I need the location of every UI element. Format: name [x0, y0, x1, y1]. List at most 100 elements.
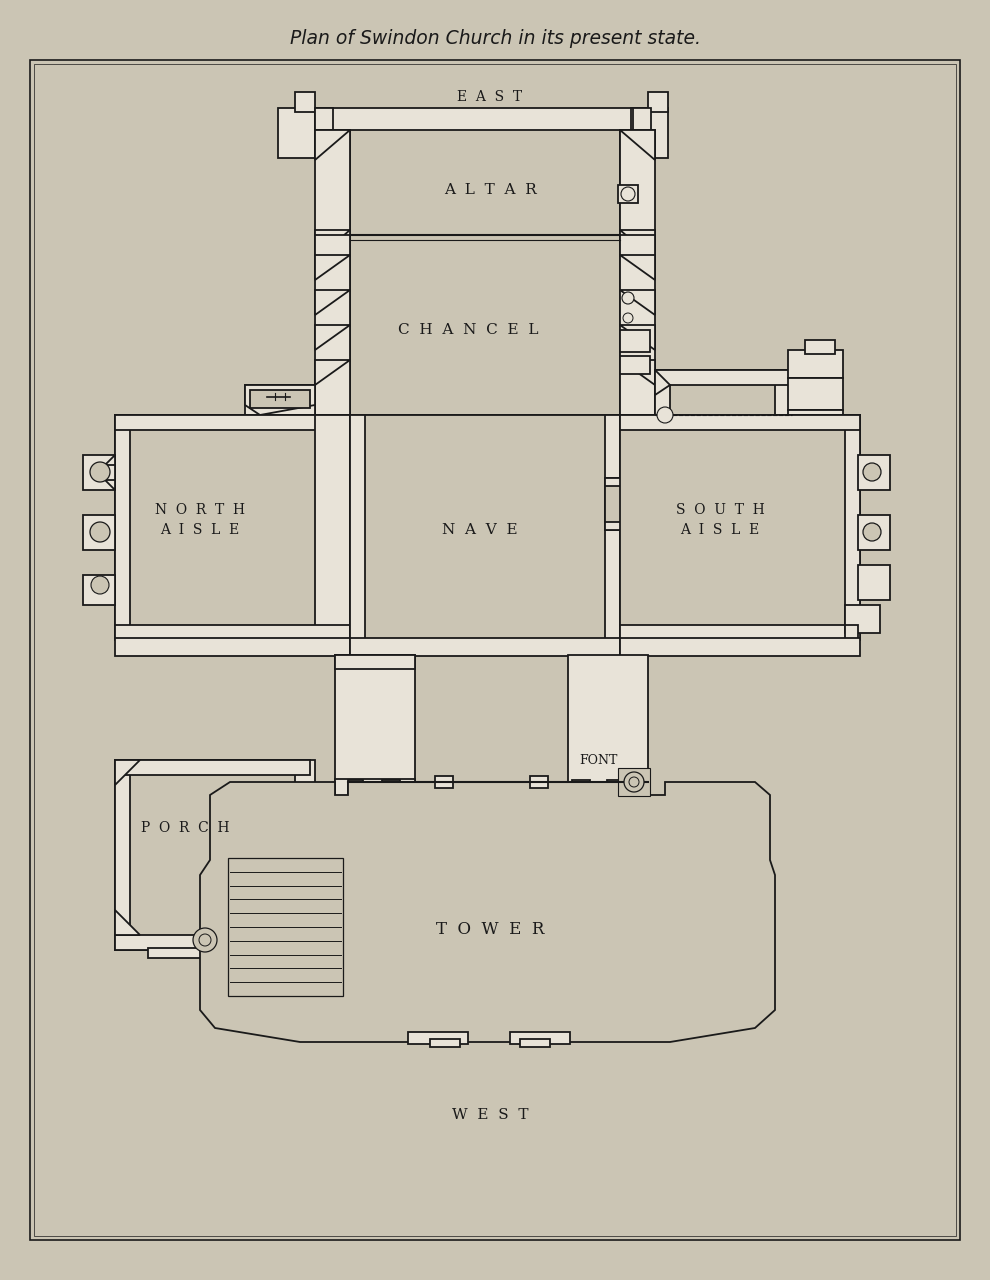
Polygon shape — [315, 230, 350, 260]
Bar — [607, 780, 619, 815]
Bar — [648, 92, 668, 111]
Polygon shape — [115, 910, 140, 934]
Text: P  O  R  C  H: P O R C H — [141, 820, 230, 835]
Bar — [148, 948, 203, 957]
Bar — [572, 780, 590, 815]
Bar — [845, 415, 860, 640]
Bar — [115, 934, 310, 950]
Bar — [633, 108, 651, 136]
Bar — [635, 477, 640, 530]
Bar — [520, 1039, 550, 1047]
Bar — [348, 780, 363, 815]
Polygon shape — [845, 625, 858, 640]
Bar — [605, 522, 640, 530]
Text: E  A  S  T: E A S T — [457, 90, 523, 104]
Bar — [115, 625, 350, 640]
Bar — [295, 92, 315, 111]
Bar — [115, 415, 350, 430]
Bar — [655, 370, 790, 385]
Circle shape — [90, 462, 110, 483]
Bar — [350, 131, 620, 250]
Bar — [655, 454, 790, 470]
Bar — [382, 780, 400, 815]
Bar — [775, 370, 790, 470]
Bar — [805, 340, 835, 355]
Polygon shape — [655, 370, 670, 396]
Bar — [315, 108, 333, 136]
Bar — [115, 760, 310, 950]
Bar — [350, 236, 620, 415]
Bar — [620, 236, 655, 415]
Bar — [620, 637, 860, 655]
Bar — [858, 454, 890, 490]
Polygon shape — [115, 760, 140, 785]
Text: C  H  A  N  C  E  L: C H A N C E L — [398, 323, 539, 337]
Bar — [620, 330, 650, 352]
Bar — [83, 454, 115, 490]
Bar — [408, 1032, 468, 1044]
Bar — [510, 1032, 570, 1044]
Circle shape — [624, 772, 644, 792]
Polygon shape — [620, 325, 655, 349]
Polygon shape — [315, 291, 350, 315]
Bar — [620, 415, 860, 430]
Polygon shape — [105, 454, 115, 465]
Circle shape — [657, 407, 673, 422]
Bar — [858, 515, 890, 550]
Bar — [530, 776, 548, 788]
Bar — [315, 131, 350, 250]
Bar — [335, 655, 415, 669]
Bar — [115, 415, 350, 640]
Polygon shape — [620, 131, 655, 160]
Text: A  L  T  A  R: A L T A R — [444, 183, 537, 197]
Polygon shape — [315, 325, 350, 349]
Bar — [620, 415, 860, 640]
Circle shape — [629, 777, 639, 787]
Bar — [245, 385, 315, 465]
Bar — [788, 410, 843, 438]
Bar — [620, 625, 860, 640]
Bar — [115, 760, 310, 774]
Polygon shape — [290, 454, 315, 465]
Bar — [655, 370, 790, 470]
Bar — [805, 436, 835, 451]
Circle shape — [623, 314, 633, 323]
Bar — [278, 108, 315, 157]
Circle shape — [90, 522, 110, 541]
Bar — [430, 1039, 460, 1047]
Polygon shape — [200, 782, 775, 1042]
Bar — [315, 108, 655, 136]
Bar — [315, 415, 350, 640]
Bar — [605, 477, 640, 486]
Bar — [618, 768, 650, 796]
Bar — [845, 605, 880, 634]
Bar — [605, 415, 620, 640]
Bar — [435, 776, 453, 788]
Bar — [115, 415, 130, 640]
Bar — [620, 356, 650, 374]
Polygon shape — [105, 480, 115, 490]
Polygon shape — [655, 451, 670, 470]
Bar — [228, 858, 343, 996]
Bar — [631, 108, 668, 157]
Text: N  O  R  T  H
A  I  S  L  E: N O R T H A I S L E — [155, 503, 245, 536]
Circle shape — [199, 934, 211, 946]
Text: Plan of Swindon Church in its present state.: Plan of Swindon Church in its present st… — [289, 28, 701, 47]
Bar — [620, 131, 655, 250]
Polygon shape — [315, 131, 350, 160]
Bar — [788, 378, 843, 410]
Polygon shape — [315, 255, 350, 280]
Polygon shape — [620, 255, 655, 280]
Text: S  O  U  T  H
A  I  S  L  E: S O U T H A I S L E — [675, 503, 764, 536]
Circle shape — [863, 524, 881, 541]
Text: N  A  V  E: N A V E — [443, 524, 518, 538]
Bar — [83, 575, 115, 605]
Bar — [115, 760, 130, 950]
Polygon shape — [620, 360, 655, 385]
Circle shape — [193, 928, 217, 952]
Text: W  E  S  T: W E S T — [451, 1108, 529, 1123]
Bar — [83, 515, 115, 550]
Circle shape — [622, 292, 634, 303]
Polygon shape — [620, 291, 655, 315]
Circle shape — [863, 463, 881, 481]
